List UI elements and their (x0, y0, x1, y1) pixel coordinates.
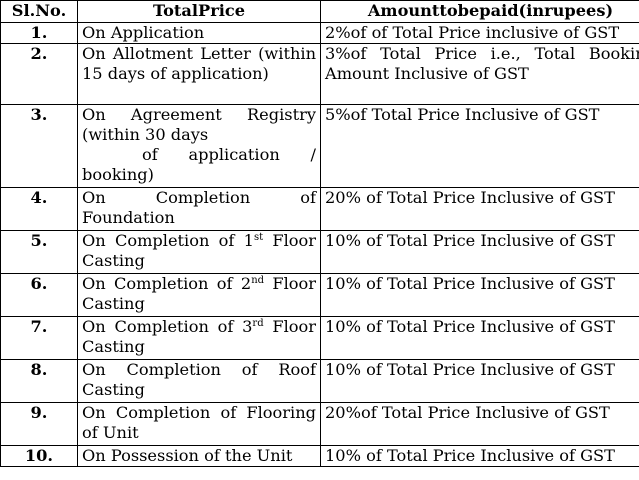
row-amount: 10% of Total Price Inclusive of GST (320, 445, 639, 467)
table-row: 8. On Completion of Roof Casting 10% of … (0, 359, 639, 403)
row-stage-text: On Completion of 1 (82, 231, 254, 250)
row-amount: 10% of Total Price Inclusive of GST (320, 273, 639, 317)
row-stage: On Completion of 3rd Floor Casting (77, 316, 321, 360)
row-amount: 10% of Total Price Inclusive of GST (320, 359, 639, 403)
table-row: 5. On Completion of 1st Floor Casting 10… (0, 230, 639, 274)
ordinal-suffix: nd (251, 275, 265, 286)
header-sl-no: Sl.No. (0, 0, 78, 23)
header-total-price: TotalPrice (77, 0, 321, 23)
ordinal-suffix: st (253, 232, 264, 243)
header-amount: Amounttobepaid(inrupees) (320, 0, 639, 23)
row-stage: On Completion of Foundation (77, 187, 321, 231)
row-stage: On Completion of Flooring of Unit (77, 402, 321, 446)
row-stage: On Agreement Registry (within 30 days of… (77, 104, 321, 188)
row-sl-no: 3. (0, 104, 78, 188)
row-stage: On Allotment Letter (within 15 days of a… (77, 43, 321, 105)
row-stage-line: booking) (82, 165, 154, 184)
table-row: 10. On Possession of the Unit 10% of Tot… (0, 445, 639, 467)
table-row: 7. On Completion of 3rd Floor Casting 10… (0, 316, 639, 360)
table-row: 9. On Completion of Flooring of Unit 20%… (0, 402, 639, 446)
table-header-row: Sl.No. TotalPrice Amounttobepaid(inrupee… (0, 0, 639, 23)
row-sl-no: 5. (0, 230, 78, 274)
row-amount: 3%of Total Price i.e., Total Booking Amo… (320, 43, 639, 105)
row-sl-no: 1. (0, 22, 78, 44)
row-amount: 5%of Total Price Inclusive of GST (320, 104, 639, 188)
row-sl-no: 2. (0, 43, 78, 105)
row-sl-no: 4. (0, 187, 78, 231)
row-amount: 20%of Total Price Inclusive of GST (320, 402, 639, 446)
row-amount: 20% of Total Price Inclusive of GST (320, 187, 639, 231)
row-stage: On Completion of 1st Floor Casting (77, 230, 321, 274)
row-stage-line: of application / (142, 145, 316, 164)
row-stage-text: On Completion of 2 (82, 274, 252, 293)
row-amount: 10% of Total Price Inclusive of GST (320, 316, 639, 360)
table-row: 2. On Allotment Letter (within 15 days o… (0, 43, 639, 105)
row-stage: On Application (77, 22, 321, 44)
table-row: 3. On Agreement Registry (within 30 days… (0, 104, 639, 188)
ordinal-suffix: rd (252, 318, 264, 329)
row-amount: 10% of Total Price Inclusive of GST (320, 230, 639, 274)
table-row: 1. On Application 2%of of Total Price in… (0, 22, 639, 44)
row-stage: On Possession of the Unit (77, 445, 321, 467)
row-stage-text: Floor Casting (82, 231, 316, 270)
row-stage-text: Floor Casting (82, 274, 316, 313)
row-stage: On Completion of 2nd Floor Casting (77, 273, 321, 317)
row-sl-no: 9. (0, 402, 78, 446)
table-row: 6. On Completion of 2nd Floor Casting 10… (0, 273, 639, 317)
row-sl-no: 7. (0, 316, 78, 360)
row-sl-no: 8. (0, 359, 78, 403)
row-sl-no: 6. (0, 273, 78, 317)
row-stage: On Completion of Roof Casting (77, 359, 321, 403)
table-row: 4. On Completion of Foundation 20% of To… (0, 187, 639, 231)
row-stage-text: On Completion of 3 (82, 317, 253, 336)
row-sl-no: 10. (0, 445, 78, 467)
row-amount: 2%of of Total Price inclusive of GST (320, 22, 639, 44)
row-stage-line: On Agreement Registry (within 30 days (82, 105, 316, 144)
payment-schedule-table: Sl.No. TotalPrice Amounttobepaid(inrupee… (0, 0, 639, 467)
row-stage-text: Floor Casting (82, 317, 316, 356)
